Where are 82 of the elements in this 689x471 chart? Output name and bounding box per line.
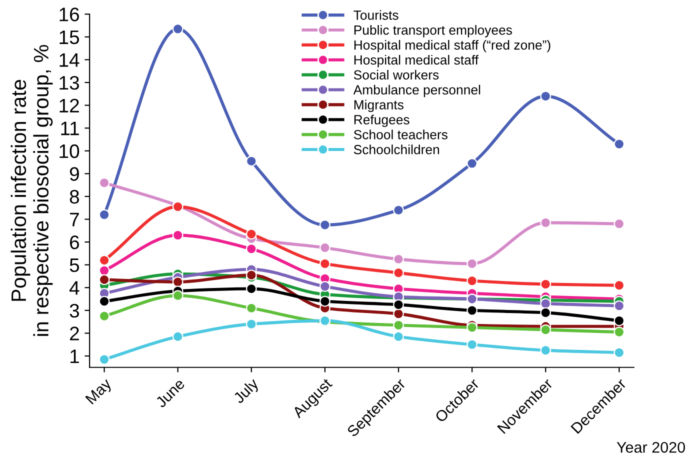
point: [246, 270, 257, 280]
legend-label: Schoolchildren: [354, 144, 440, 154]
legend-label: School teachers: [354, 130, 448, 140]
legend-label: Hospital medical staff (“red zone”): [354, 40, 550, 52]
y-tick-label: 15: [60, 30, 80, 44]
point: [320, 281, 330, 292]
x-axis-title: Year 2020: [616, 442, 685, 453]
x-tick-label: May: [85, 378, 114, 407]
x-tick-label: July: [232, 377, 262, 406]
point: [614, 138, 625, 150]
y-tick-label: 8: [70, 190, 80, 204]
point: [98, 209, 110, 220]
y-tick-label: 13: [60, 76, 79, 90]
point: [98, 177, 110, 188]
y-tick-label: 14: [60, 53, 80, 67]
point: [246, 243, 257, 254]
legend-label: Social workers: [354, 70, 439, 80]
legend-label: Tourists: [354, 10, 398, 20]
point: [466, 339, 478, 350]
y-tick-label: 3: [70, 304, 79, 318]
point: [172, 290, 184, 302]
point: [466, 322, 478, 333]
point: [540, 278, 552, 290]
y-axis-title: Population infection rate in respective biosocial group, %: [10, 45, 53, 336]
point: [246, 302, 257, 314]
point: [172, 276, 184, 288]
point: [466, 275, 478, 286]
y-tick-label: 11: [61, 122, 79, 136]
point: [614, 300, 625, 312]
point: [466, 304, 478, 316]
legend-label: Hospital medical staff: [354, 54, 479, 68]
y-tick-label: 1: [70, 350, 79, 364]
point: [540, 344, 552, 356]
legend-label: Refugees: [354, 114, 410, 127]
point: [172, 331, 184, 342]
y-tick-label: 4: [69, 281, 80, 295]
point: [614, 347, 625, 358]
point: [393, 267, 404, 278]
point: [98, 265, 110, 276]
point: [98, 296, 110, 307]
point: [246, 228, 257, 240]
point: [393, 204, 404, 216]
point: [320, 296, 330, 307]
point: [246, 283, 257, 294]
y-tick-label: 7: [70, 212, 79, 226]
point: [172, 230, 184, 241]
y-tick-label: 12: [60, 98, 79, 112]
y-tick-label: 5: [70, 258, 80, 272]
point: [540, 90, 552, 102]
point: [393, 299, 404, 310]
y-tick-label: 9: [70, 167, 79, 181]
point: [614, 315, 625, 326]
point: [320, 258, 330, 270]
point: [540, 217, 552, 228]
point: [393, 308, 404, 320]
point: [320, 242, 330, 254]
legend-label: Migrants: [354, 100, 404, 112]
point: [614, 280, 625, 291]
point: [614, 218, 625, 230]
point: [246, 318, 257, 330]
y-tick-label: 6: [70, 236, 79, 250]
point: [540, 324, 552, 336]
legend-label: Public transport employees: [354, 25, 512, 38]
point: [393, 320, 404, 331]
y-tick-label: 2: [70, 326, 79, 340]
point: [320, 220, 330, 230]
point: [98, 274, 110, 286]
point: [98, 354, 110, 365]
y-tick-label: 10: [60, 144, 80, 158]
point: [466, 258, 478, 270]
y-tick-label: 16: [60, 8, 79, 22]
point: [98, 254, 110, 266]
point: [466, 158, 478, 169]
point: [540, 307, 552, 318]
point: [98, 310, 110, 322]
point: [393, 254, 404, 265]
point: [393, 331, 404, 342]
point: [172, 24, 184, 34]
point: [614, 326, 625, 338]
point: [246, 156, 257, 167]
legend-label: Ambulance personnel: [353, 84, 480, 98]
point: [540, 298, 552, 309]
